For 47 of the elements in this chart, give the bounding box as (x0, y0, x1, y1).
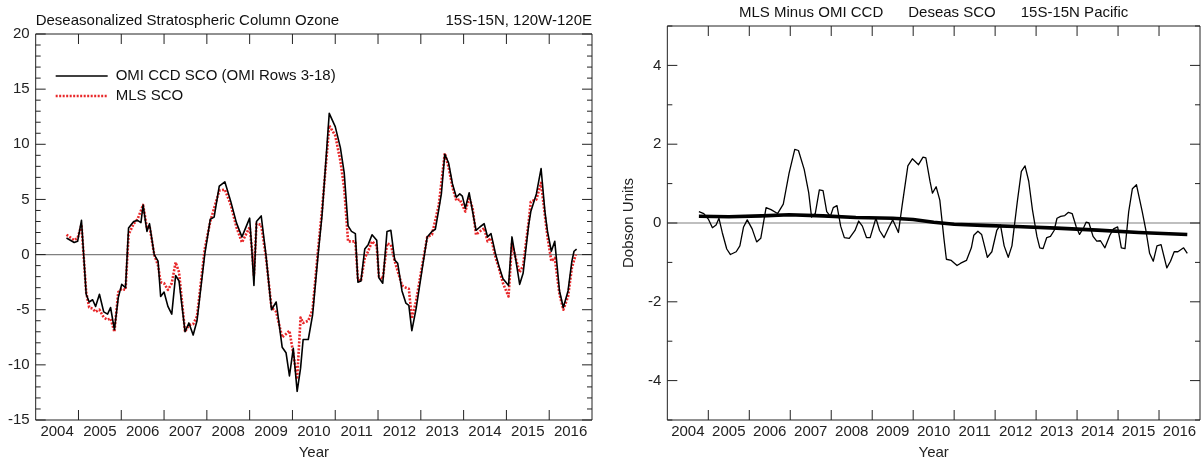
legend-label: MLS SCO (115, 86, 184, 104)
legend-label: OMI CCD SCO (OMI Rows 3-18) (115, 66, 336, 84)
y-tick-label: 0 (652, 213, 662, 231)
x-tick-label: 2011 (340, 422, 373, 440)
x-tick-label: 2005 (712, 422, 746, 440)
x-tick-label: 2015 (511, 422, 545, 440)
x-tick-label: 2009 (876, 422, 910, 440)
x-tick-label: 2010 (297, 422, 331, 440)
y-tick-label: 2 (652, 134, 662, 152)
x-tick-label: 2016 (1162, 422, 1197, 440)
x-tick-label: 2008 (835, 422, 869, 440)
x-tick-label: 2006 (753, 422, 787, 440)
x-tick-label: 2007 (794, 422, 828, 440)
x-tick-label: 2008 (211, 422, 245, 440)
chart-subtitle: 15S-15N, 120W-120E (445, 10, 592, 28)
x-tick-label: 2014 (1080, 422, 1115, 440)
chart-title: Deseasonalized Stratospheric Column Ozone (35, 10, 340, 28)
x-tick-label: 2010 (916, 422, 951, 440)
y-tick-label: 20 (12, 24, 30, 42)
chart-title: MLS Minus OMI CCD Deseas SCO 15S-15N Pacific (739, 2, 1129, 20)
x-tick-label: 2004 (40, 422, 74, 440)
y-tick-label: 4 (652, 55, 662, 73)
x-tick-label: 2012 (382, 422, 417, 440)
x-tick-label: 2014 (468, 422, 502, 440)
x-tick-label: 2005 (83, 422, 117, 440)
x-tick-label: 2006 (125, 422, 160, 440)
x-axis-title: Year (918, 443, 949, 461)
y-tick-label: 5 (21, 189, 30, 207)
x-tick-label: 2012 (998, 422, 1033, 440)
x-axis-title: Year (298, 443, 329, 461)
y-tick-label: 15 (12, 79, 30, 97)
x-tick-label: 2009 (254, 422, 288, 440)
y-tick-label: -15 (7, 410, 30, 428)
x-tick-label: 2015 (1121, 422, 1156, 440)
x-tick-label: 2011 (958, 422, 991, 440)
y-tick-label: -10 (7, 355, 30, 372)
y-tick-label: -4 (647, 370, 662, 388)
y-tick-label: -5 (16, 299, 30, 317)
y-tick-label: -2 (647, 291, 662, 309)
x-tick-label: 2004 (671, 422, 705, 440)
y-axis-title: Dobson Units (619, 177, 637, 269)
x-tick-label: 2007 (168, 422, 203, 440)
x-tick-label: 2013 (1039, 422, 1074, 440)
y-tick-label: 0 (21, 244, 30, 262)
x-tick-label: 2013 (425, 422, 459, 440)
x-tick-label: 2016 (553, 422, 588, 440)
y-tick-label: 10 (12, 134, 30, 152)
